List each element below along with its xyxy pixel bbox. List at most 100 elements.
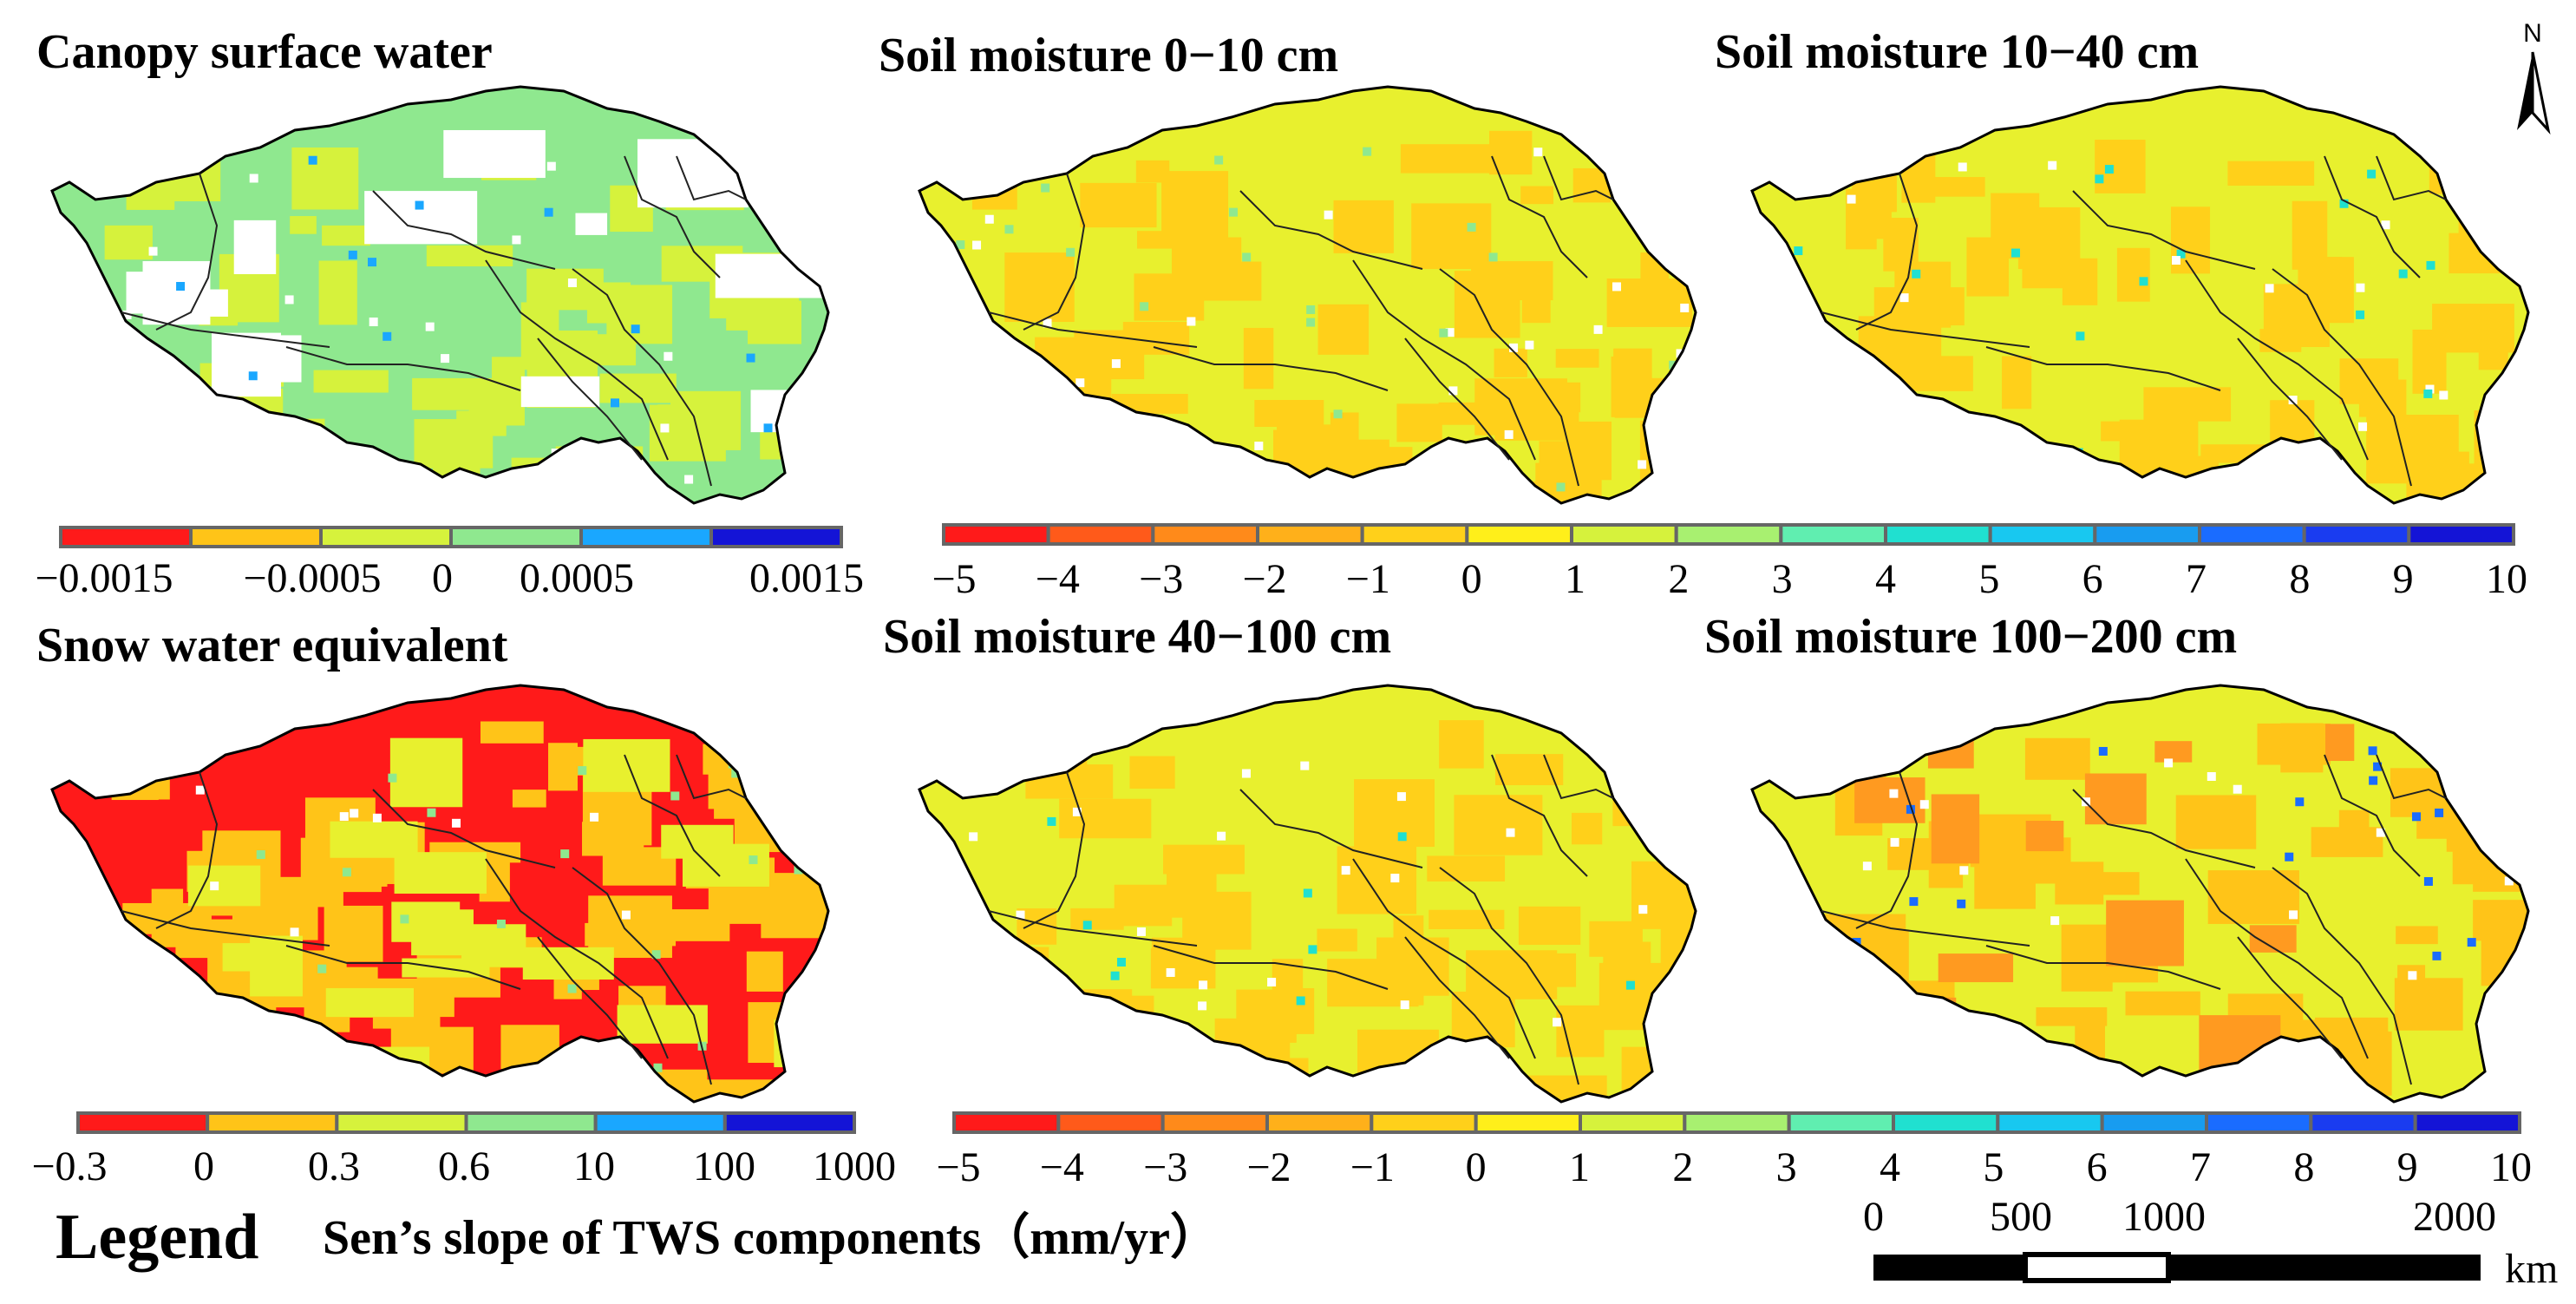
tick-label: 8 [2289, 556, 2310, 602]
colorbar-segment [1360, 523, 1469, 546]
tick-label: 9 [2393, 556, 2414, 602]
tick-label: 3 [1772, 556, 1793, 602]
tick-label: 0 [1466, 1144, 1487, 1190]
tick-label: 8 [2293, 1144, 2314, 1190]
colorbar-segment [449, 526, 583, 548]
scale-tick: 1000 [2122, 1194, 2206, 1240]
colorbar-segment [1996, 1111, 2104, 1134]
north-label: N [2523, 19, 2542, 48]
scale-unit: km [2505, 1246, 2558, 1292]
colorbar-segment [942, 523, 1050, 546]
colorbar-segment [1779, 523, 1887, 546]
tick-label: −0.0005 [243, 555, 381, 601]
colorbar-segment [2309, 1111, 2417, 1134]
tick-label: −0.0015 [35, 555, 173, 601]
tick-label: 4 [1880, 1144, 1900, 1190]
map-soil-moisture-0-10 [918, 85, 1697, 505]
colorbar-soil-bottom-ticks: −5 −4 −3 −2 −1 0 1 2 3 4 5 6 7 8 9 10 [936, 1144, 2532, 1190]
tick-label: −4 [1040, 1144, 1084, 1190]
colorbar-segment [1465, 523, 1574, 546]
colorbar-segment [1892, 1111, 2000, 1134]
tick-label: 2 [1668, 556, 1689, 602]
legend-word: Legend [56, 1202, 258, 1273]
colorbar-segment [1674, 523, 1783, 546]
tick-label: −2 [1242, 556, 1286, 602]
tick-label: 100 [693, 1143, 755, 1189]
colorbar-segment [1370, 1111, 1478, 1134]
colorbar-segment [335, 1111, 468, 1134]
tick-label: −1 [1346, 556, 1390, 602]
tick-label: 1000 [813, 1143, 896, 1189]
colorbar-segment [2198, 523, 2306, 546]
colorbar-segment [952, 1111, 1061, 1134]
tick-label: 5 [1983, 1144, 2004, 1190]
colorbar-segment [2407, 523, 2515, 546]
map-soil-moisture-100-200 [1750, 684, 2530, 1104]
colorbar-segment [2302, 523, 2411, 546]
map-soil-moisture-10-40 [1750, 85, 2530, 505]
tick-label: 6 [2082, 556, 2103, 602]
colorbar-canopy [59, 526, 843, 548]
panel-title-soil-40-100: Soil moisture 40−100 cm [883, 610, 1391, 664]
colorbar-segment [1161, 1111, 1269, 1134]
tick-label: 0.3 [308, 1143, 360, 1189]
scale-tick: 0 [1863, 1194, 1884, 1240]
colorbar-snow-ticks: −0.3 0 0.3 0.6 10 100 1000 [31, 1143, 896, 1189]
tick-label: 9 [2397, 1144, 2418, 1190]
tick-label: −2 [1246, 1144, 1291, 1190]
colorbar-segment [1570, 523, 1678, 546]
colorbar-segment [1256, 523, 1364, 546]
tick-label: 7 [2186, 556, 2207, 602]
tick-label: −0.3 [31, 1143, 107, 1189]
tick-label: −1 [1350, 1144, 1395, 1190]
tick-label: 6 [2087, 1144, 2108, 1190]
tick-label: 4 [1875, 556, 1896, 602]
colorbar-segment [319, 526, 453, 548]
panel-title-snow: Snow water equivalent [36, 619, 508, 672]
colorbar-segment [1056, 1111, 1165, 1134]
tick-label: 1 [1565, 556, 1585, 602]
tick-label: 10 [2486, 556, 2527, 602]
colorbar-segment [1787, 1111, 1896, 1134]
colorbar-canopy-ticks: −0.0015 −0.0005 0 0.0005 0.0015 [35, 555, 864, 601]
scale-tick: 500 [1990, 1194, 2052, 1240]
colorbar-segment [579, 526, 713, 548]
tick-label: −3 [1139, 556, 1183, 602]
colorbar-soil-top [942, 523, 2515, 546]
map-canopy-surface-water [50, 85, 830, 505]
colorbar-soil-top-ticks: −5 −4 −3 −2 −1 0 1 2 3 4 5 6 7 8 9 10 [932, 556, 2527, 602]
panel-title-soil-10-40: Soil moisture 10−40 cm [1715, 25, 2199, 79]
colorbar-segment [1046, 523, 1155, 546]
tick-label: 10 [573, 1143, 615, 1189]
tick-label: −3 [1143, 1144, 1187, 1190]
tick-label: 0 [432, 555, 453, 601]
colorbar-segment [2093, 523, 2201, 546]
tick-label: −5 [936, 1144, 980, 1190]
tick-label: 10 [2490, 1144, 2532, 1190]
legend-subtitle: Sen’s slope of TWS components（mm/yr） [323, 1210, 1219, 1265]
colorbar-segment [593, 1111, 727, 1134]
colorbar-segment [1988, 523, 2097, 546]
tick-label: 5 [1978, 556, 1999, 602]
colorbar-snow [76, 1111, 856, 1134]
colorbar-segment [1151, 523, 1260, 546]
colorbar-segment [189, 526, 323, 548]
colorbar-segment [2413, 1111, 2522, 1134]
map-snow-water-equivalent [50, 684, 830, 1104]
panel-title-canopy: Canopy surface water [36, 25, 493, 79]
panel-title-soil-100-200: Soil moisture 100−200 cm [1704, 610, 2237, 664]
colorbar-segment [1474, 1111, 1582, 1134]
north-arrow-icon: N [2517, 19, 2551, 135]
colorbar-segment [1579, 1111, 1687, 1134]
tick-label: 0 [1461, 556, 1482, 602]
colorbar-segment [1265, 1111, 1374, 1134]
panel-title-soil-0-10: Soil moisture 0−10 cm [879, 29, 1338, 82]
tick-label: 7 [2190, 1144, 2211, 1190]
tick-label: 0.0015 [749, 555, 864, 601]
colorbar-segment [709, 526, 843, 548]
colorbar-soil-bottom [952, 1111, 2522, 1134]
tick-label: −4 [1036, 556, 1080, 602]
colorbar-segment [2205, 1111, 2313, 1134]
scale-tick: 2000 [2413, 1194, 2496, 1240]
